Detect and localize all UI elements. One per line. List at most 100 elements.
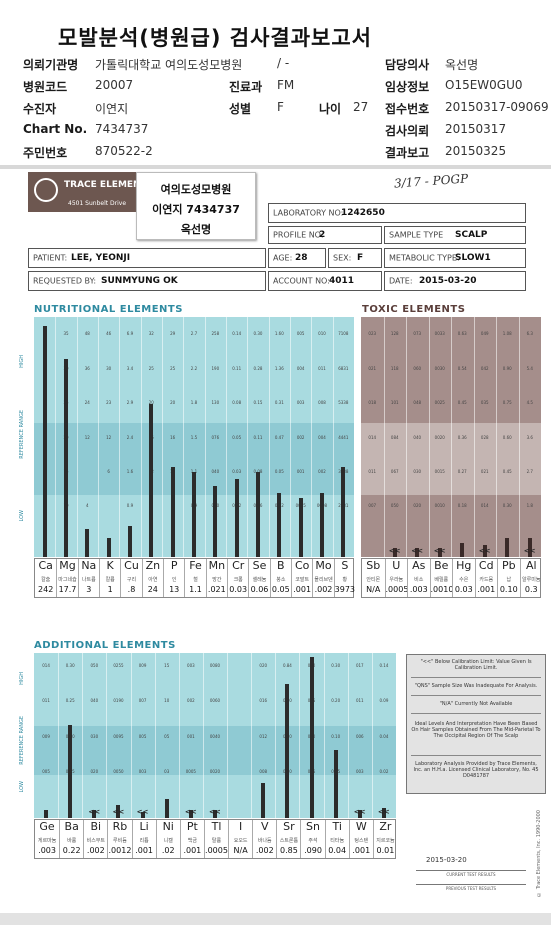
toxic-column-divider (383, 317, 385, 557)
sticker-patient: 이연지 7434737 (152, 203, 240, 216)
additional-tick-label: 011 (42, 698, 50, 704)
additional-korean-name: 스트론튬 (279, 838, 299, 844)
nutritional-tick-label: 0.47 (274, 434, 284, 440)
additional-tick-label: 009 (42, 733, 50, 739)
toxic-symbol: Cd (478, 559, 494, 572)
nutritional-tick-label: 0.05 (232, 434, 242, 440)
nutritional-tick-label: 2.4 (126, 434, 134, 440)
additional-bar-w (357, 809, 362, 818)
metabolic-value: SLOW1 (455, 253, 491, 263)
toxic-tick-label: 101 (390, 400, 399, 406)
nutritional-tick-label: 5338 (338, 400, 349, 406)
handwritten-note: 3/17 - POGP (393, 171, 469, 191)
toxic-value: 0.10 (499, 585, 518, 594)
nutritional-cell-s: S 황 3973 (333, 559, 356, 597)
toxic-tick-label: 014 (368, 434, 377, 440)
legend-line-1: "<<" Below Calibration Limit: Value Give… (420, 659, 532, 671)
additional-value: .001 (135, 846, 153, 855)
nutritional-tick-label: 24 (84, 400, 90, 406)
additional-cell-li: Li 리튬 .001 (131, 820, 156, 858)
nutritional-korean-name: 칼륨 (105, 577, 115, 583)
nutritional-value: 0.05 (271, 585, 290, 594)
nutritional-tick-label: 002 (296, 434, 305, 440)
toxic-column-divider (496, 317, 497, 557)
toxic-symbol: U (392, 559, 401, 572)
additional-tick-label: 0.04 (379, 733, 389, 739)
nutritional-tick-label: 0.9 (126, 503, 134, 509)
nutritional-value: 17.7 (58, 585, 77, 594)
lab-no-label: LABORATORY NO: (273, 208, 344, 218)
nutritional-column-divider (55, 317, 57, 557)
nutritional-bar-k (106, 538, 111, 557)
nutritional-symbol: Mn (208, 559, 226, 572)
additional-korean-name: 바나듐 (257, 838, 272, 844)
nutritional-column-divider (226, 317, 227, 557)
toxic-symbol: Hg (456, 559, 472, 572)
additional-tick-label: 0040 (209, 733, 221, 739)
sample-label: SAMPLE TYPE (389, 230, 444, 240)
toxic-symbol: Pb (501, 559, 516, 572)
nutritional-tick-label: 008 (318, 400, 326, 406)
toxic-tick-label: 049 (480, 331, 489, 337)
legend-line-4: Ideal Levels And Interpretation Have Bee… (411, 721, 541, 739)
additional-tick-label: 0005 (185, 769, 196, 775)
nutritional-cell-co: Co 코발트 .001 (291, 559, 312, 597)
account-box: ACCOUNT NO: 4011 (268, 271, 382, 291)
additional-value: 0.22 (62, 846, 81, 855)
nutritional-cell-mn: Mn 망간 .021 (205, 559, 227, 597)
additional-column-divider (275, 653, 277, 818)
toxic-tick-label: 0.60 (502, 434, 512, 440)
nutritional-tick-label: 1.6 (126, 469, 134, 474)
toxic-cell-al: Al 알루미늄 0.3 (519, 559, 543, 597)
side-ref-label: REFERENCE RANGE (19, 410, 25, 459)
nutritional-column-divider (247, 317, 249, 557)
additional-tick-label: 020 (259, 662, 268, 668)
toxic-tick-label: 021 (480, 469, 489, 474)
nutritional-tick-label: 1.60 (274, 331, 284, 337)
additional-korean-name: 바륨 (67, 838, 77, 844)
nutritional-tick-label: 076 (211, 434, 220, 440)
age-label: 나이 (319, 102, 342, 116)
additional-tick-label: 0050 (113, 769, 124, 775)
receipt-label: 접수번호 (385, 102, 430, 116)
nutritional-korean-name: 코발트 (295, 577, 310, 583)
nutritional-tick-label: 46 (106, 331, 112, 337)
foot-date: 2015-03-20 (426, 856, 467, 864)
nutritional-tick-label: 20 (141, 400, 162, 405)
sample-value: SCALP (455, 230, 488, 240)
nutritional-bar-p (170, 467, 175, 557)
additional-symbol: I (239, 820, 243, 833)
additional-value: .0012 (108, 846, 132, 855)
nutritional-tick-label: 23 (106, 400, 112, 406)
scanned-report: TRACE ELEMENTS, INC. 4501 Sunbelt Drive … (14, 170, 551, 915)
legend-line-5: Laboratory Analysis Provided by Trace El… (413, 761, 539, 779)
additional-korean-name: 탈륨 (211, 838, 222, 844)
nutritional-symbol: Co (294, 559, 310, 572)
nutritional-value: 3973 (334, 585, 356, 594)
toxic-tick-label: 6.3 (526, 331, 533, 337)
toxic-chart: 023 021 018 014 011 007 128 118 101 084 067 050 << 07… (361, 317, 541, 557)
toxic-bar-al (527, 538, 532, 557)
sample-box: SAMPLE TYPE SCALP (384, 226, 526, 244)
nutritional-tick-label: 0.30 (253, 331, 263, 337)
additional-bar-sr (285, 684, 290, 818)
additional-value: .002 (86, 846, 105, 855)
additional-column-divider (178, 653, 180, 818)
additional-value: 0.85 (279, 846, 298, 855)
profile-box: PROFILE NO: 2 (268, 226, 382, 244)
additional-symbol: Ti (332, 820, 342, 833)
additional-tick-label: 0.20 (331, 698, 341, 704)
toxic-korean-name: 비소 (414, 577, 424, 583)
additional-tick-label: 0.30 (331, 662, 341, 668)
toxic-value: 0.3 (524, 585, 538, 594)
nutritional-value: .002 (314, 585, 333, 594)
additional-column-divider (106, 653, 108, 818)
nutritional-bar-mo (320, 493, 324, 557)
legend-box: "<<" Below Calibration Limit: Value Give… (406, 654, 546, 794)
additional-bar-tl (213, 809, 217, 818)
metabolic-box: METABOLIC TYPE: SLOW1 (384, 248, 526, 268)
toxic-tick-label: 0010 (434, 503, 445, 509)
toxic-value: 0.03 (454, 585, 473, 594)
toxic-tick-label: 1.8 (526, 503, 533, 509)
toxic-tick-label: 2.7 (526, 469, 533, 474)
